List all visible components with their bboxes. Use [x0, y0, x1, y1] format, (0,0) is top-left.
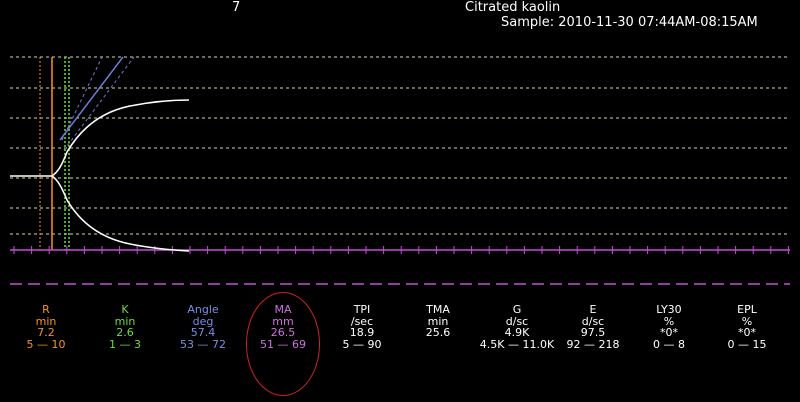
param-tma-unit: min [427, 314, 449, 328]
param-g-name: G [512, 303, 522, 316]
param-tpi: TPI/sec 18.9 5 — 90 [322, 304, 402, 350]
trace-upper [10, 99, 190, 177]
param-e-value: 97.5 [580, 326, 606, 339]
param-tpi-range: 5 — 90 [342, 337, 382, 351]
param-ly30-unit: % [663, 314, 675, 328]
param-k-range: 1 — 3 [109, 337, 141, 351]
param-ly30-range: 0 — 8 [653, 337, 685, 351]
param-k-unit: min [114, 314, 136, 328]
param-ly30-value: *0* [660, 326, 678, 339]
assay-title: Citrated kaolin [465, 0, 561, 15]
angle-line-dashed-1 [61, 56, 103, 141]
trace-lower [51, 175, 190, 252]
param-ly30-name: LY30 [656, 303, 682, 316]
param-e-unit: d/sc [581, 314, 605, 328]
param-tpi-name: TPI [353, 303, 371, 316]
param-e-name: E [589, 303, 597, 316]
param-epl-unit: % [741, 314, 753, 328]
param-angle-value: 57.4 [190, 326, 216, 339]
channel-number: 7 [232, 0, 241, 15]
baseline-ticks [13, 246, 789, 254]
param-epl-range: 0 — 15 [727, 337, 767, 351]
param-tma: TMA min 25.6 [398, 304, 478, 339]
param-epl-name: EPL [737, 303, 757, 316]
param-r-name: R [42, 303, 50, 316]
param-g-unit: d/sc [505, 314, 529, 328]
param-k-value: 2.6 [116, 326, 134, 339]
param-tpi-value: 18.9 [349, 326, 375, 339]
param-angle: Angle deg 57.4 53 — 72 [163, 304, 243, 350]
angle-line-dashed-2 [63, 56, 135, 151]
teg-tracing [10, 56, 790, 285]
param-epl: EPL% *0* 0 — 15 [707, 304, 787, 350]
param-g-value: 4.9K [504, 326, 530, 339]
param-g-range: 4.5K — 11.0K [479, 337, 555, 351]
param-k-name: K [121, 303, 129, 316]
param-r-unit: min [35, 314, 57, 328]
highlight-circle [246, 292, 320, 396]
param-angle-name: Angle [187, 303, 219, 316]
param-angle-range: 53 — 72 [180, 337, 226, 351]
param-r-range: 5 — 10 [26, 337, 66, 351]
sample-timestamp: Sample: 2010-11-30 07:44AM-08:15AM [501, 15, 758, 30]
param-ly30: LY30% *0* 0 — 8 [629, 304, 709, 350]
param-r-value: 7.2 [37, 326, 55, 339]
angle-line [59, 56, 124, 141]
param-e-range: 92 — 218 [566, 337, 620, 351]
param-angle-unit: deg [192, 314, 214, 328]
tracing-gridlines [10, 56, 790, 235]
param-tma-name: TMA [426, 303, 450, 316]
param-epl-value: *0* [738, 326, 756, 339]
param-tma-value: 25.6 [425, 326, 451, 339]
param-tpi-unit: /sec [350, 314, 374, 328]
